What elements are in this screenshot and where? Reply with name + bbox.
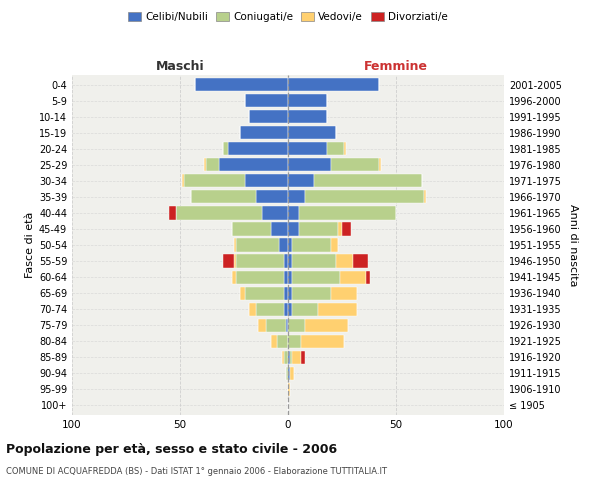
Y-axis label: Fasce di età: Fasce di età xyxy=(25,212,35,278)
Bar xyxy=(331,286,357,300)
Bar xyxy=(288,270,292,283)
Bar xyxy=(223,254,234,268)
Bar xyxy=(288,286,292,300)
Bar xyxy=(331,238,338,252)
Bar xyxy=(292,302,318,316)
Bar xyxy=(284,270,288,283)
Bar xyxy=(299,222,338,235)
Bar xyxy=(288,334,301,348)
Bar xyxy=(284,286,288,300)
Bar xyxy=(292,270,340,283)
Bar xyxy=(305,190,424,203)
Bar xyxy=(288,222,299,235)
Bar xyxy=(288,383,290,396)
Bar xyxy=(344,142,346,156)
Bar xyxy=(292,286,331,300)
Bar xyxy=(288,302,292,316)
Bar xyxy=(241,126,288,140)
Bar xyxy=(288,254,292,268)
Bar xyxy=(271,222,288,235)
Bar xyxy=(236,254,284,268)
Legend: Celibi/Nubili, Coniugati/e, Vedovi/e, Divorziati/e: Celibi/Nubili, Coniugati/e, Vedovi/e, Di… xyxy=(124,8,452,26)
Bar xyxy=(176,206,262,220)
Bar xyxy=(232,222,271,235)
Bar xyxy=(245,94,288,107)
Bar xyxy=(288,142,327,156)
Bar xyxy=(288,78,379,91)
Bar xyxy=(284,254,288,268)
Bar xyxy=(182,174,184,188)
Y-axis label: Anni di nascita: Anni di nascita xyxy=(568,204,578,286)
Bar xyxy=(288,174,314,188)
Bar xyxy=(227,142,288,156)
Bar xyxy=(290,350,292,364)
Bar xyxy=(280,238,288,252)
Bar xyxy=(286,318,288,332)
Bar xyxy=(292,350,301,364)
Bar xyxy=(331,158,379,172)
Bar xyxy=(271,334,277,348)
Bar xyxy=(301,334,344,348)
Bar xyxy=(206,158,219,172)
Bar xyxy=(288,350,290,364)
Bar xyxy=(366,270,370,283)
Bar xyxy=(284,350,288,364)
Bar xyxy=(342,222,350,235)
Text: COMUNE DI ACQUAFREDDA (BS) - Dati ISTAT 1° gennaio 2006 - Elaborazione TUTTITALI: COMUNE DI ACQUAFREDDA (BS) - Dati ISTAT … xyxy=(6,468,387,476)
Bar xyxy=(284,302,288,316)
Text: Femmine: Femmine xyxy=(364,60,428,74)
Bar xyxy=(340,270,366,283)
Bar xyxy=(288,110,327,124)
Bar xyxy=(318,302,357,316)
Text: Popolazione per età, sesso e stato civile - 2006: Popolazione per età, sesso e stato civil… xyxy=(6,442,337,456)
Bar xyxy=(292,238,331,252)
Bar xyxy=(204,158,206,172)
Bar xyxy=(249,110,288,124)
Bar xyxy=(256,302,284,316)
Text: Maschi: Maschi xyxy=(155,60,205,74)
Bar xyxy=(299,206,396,220)
Bar xyxy=(277,334,288,348)
Bar xyxy=(236,238,280,252)
Bar xyxy=(288,158,331,172)
Bar xyxy=(236,270,284,283)
Bar xyxy=(379,158,381,172)
Bar xyxy=(281,350,284,364)
Bar xyxy=(288,206,299,220)
Bar xyxy=(338,222,342,235)
Bar xyxy=(424,190,426,203)
Bar xyxy=(223,142,227,156)
Bar xyxy=(258,318,266,332)
Bar xyxy=(353,254,368,268)
Bar xyxy=(245,286,284,300)
Bar xyxy=(327,142,344,156)
Bar xyxy=(292,254,335,268)
Bar xyxy=(262,206,288,220)
Bar xyxy=(245,174,288,188)
Bar xyxy=(195,78,288,91)
Bar xyxy=(249,302,256,316)
Bar xyxy=(288,126,335,140)
Bar xyxy=(286,366,288,380)
Bar xyxy=(219,158,288,172)
Bar xyxy=(234,254,236,268)
Bar xyxy=(256,190,288,203)
Bar xyxy=(301,350,305,364)
Bar xyxy=(169,206,176,220)
Bar xyxy=(191,190,256,203)
Bar xyxy=(305,318,349,332)
Bar xyxy=(288,318,305,332)
Bar xyxy=(234,238,236,252)
Bar xyxy=(288,238,292,252)
Bar xyxy=(232,270,236,283)
Bar xyxy=(184,174,245,188)
Bar xyxy=(266,318,286,332)
Bar xyxy=(290,366,295,380)
Bar xyxy=(335,254,353,268)
Bar xyxy=(314,174,422,188)
Bar xyxy=(288,366,290,380)
Bar xyxy=(288,190,305,203)
Bar xyxy=(241,286,245,300)
Bar xyxy=(288,94,327,107)
